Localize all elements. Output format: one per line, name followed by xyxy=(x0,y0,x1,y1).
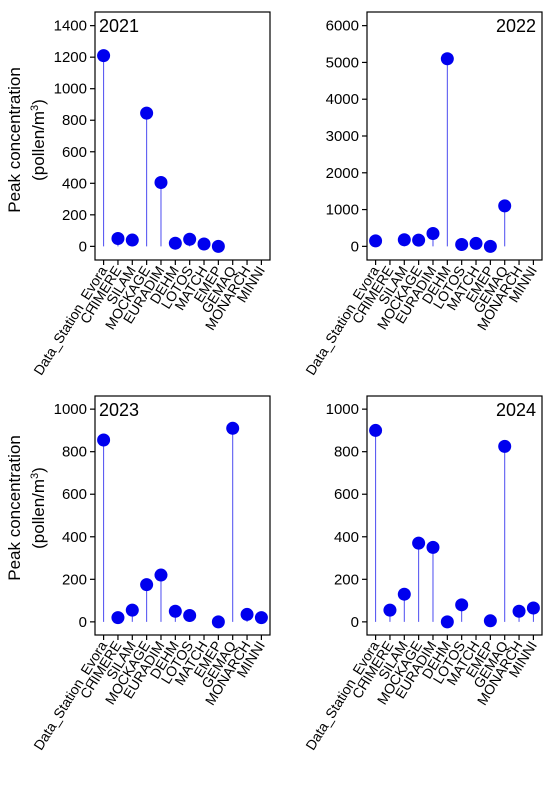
x-tick-label: Data_Station_Evora xyxy=(30,638,110,753)
data-point xyxy=(240,607,254,621)
data-point xyxy=(168,236,182,250)
y-tick-label: 3000 xyxy=(326,128,359,145)
plot-frame xyxy=(94,395,271,636)
y-tick-label: 1000 xyxy=(326,401,359,418)
data-point xyxy=(226,421,240,435)
data-point xyxy=(168,604,182,618)
y-tick-label: 400 xyxy=(62,529,87,546)
y-tick-label: 600 xyxy=(62,486,87,503)
data-point xyxy=(140,578,154,592)
x-tick-label: Data_Station_Evora xyxy=(302,638,382,753)
data-point xyxy=(183,232,197,246)
data-point xyxy=(183,608,197,622)
data-point xyxy=(125,603,139,617)
plot-frame xyxy=(94,11,271,261)
data-point xyxy=(383,603,397,617)
data-point xyxy=(483,614,497,628)
y-tick-label: 1000 xyxy=(54,81,87,98)
data-point xyxy=(97,433,111,447)
data-point xyxy=(154,568,168,582)
y-axis-label-top: Peak concentration (pollen/m3) xyxy=(5,67,48,213)
panel-title: 2022 xyxy=(496,16,536,36)
y-tick-label: 200 xyxy=(62,207,87,224)
chart-panel-2022: 0 1000 2000 3000 4000 5000 6000 Data_Station_Ev… xyxy=(302,11,543,378)
y-axis-label-bottom-line2: (pollen/m3) xyxy=(29,467,48,549)
y-tick-label: 400 xyxy=(334,529,359,546)
x-tick-label: Data_Station_Evora xyxy=(302,263,382,378)
panel-title: 2023 xyxy=(99,400,139,420)
data-point xyxy=(197,237,211,251)
data-point xyxy=(369,423,383,437)
data-point xyxy=(483,239,497,253)
y-tick-label: 1000 xyxy=(326,202,359,219)
panels: 0 200 400 600 800 1000 1200 1400 Data_Station_Ev… xyxy=(30,11,543,753)
data-point xyxy=(211,615,225,629)
data-point xyxy=(111,231,125,245)
data-point xyxy=(369,234,383,248)
chart-panel-2023: 02004006008001000Data_Station_EvoraCHIME… xyxy=(30,395,271,753)
plot-frame xyxy=(366,11,543,261)
y-tick-label: 6000 xyxy=(326,18,359,35)
y-tick-label: 600 xyxy=(62,144,87,161)
data-point xyxy=(125,233,139,247)
y-tick-label: 600 xyxy=(334,486,359,503)
y-tick-label: 0 xyxy=(351,614,359,631)
data-point xyxy=(140,106,154,120)
data-point xyxy=(498,439,512,453)
data-point xyxy=(469,236,483,250)
chart-panel-2024: 02004006008001000Data_Station_EvoraCHIME… xyxy=(302,395,543,753)
y-tick-label: 800 xyxy=(62,112,87,129)
chart-panel-2021: 0 200 400 600 800 1000 1200 1400 Data_Station_Ev… xyxy=(30,11,271,378)
y-tick-label: 0 xyxy=(79,238,87,255)
y-tick-label: 5000 xyxy=(326,54,359,71)
y-axis-label-top-line2: (pollen/m3) xyxy=(29,99,48,181)
y-axis-label-top-line1: Peak concentration xyxy=(5,67,24,213)
data-point xyxy=(498,199,512,213)
y-tick-label: 2000 xyxy=(326,165,359,182)
y-tick-label: 800 xyxy=(62,444,87,461)
plot-frame xyxy=(366,395,543,636)
y-tick-label: 1200 xyxy=(54,49,87,66)
y-tick-label: 1400 xyxy=(54,18,87,35)
panel-title: 2024 xyxy=(496,400,536,420)
data-point xyxy=(111,611,125,625)
y-tick-label: 4000 xyxy=(326,91,359,108)
data-point xyxy=(397,587,411,601)
data-point xyxy=(455,238,469,252)
data-point xyxy=(97,49,111,63)
data-point xyxy=(254,611,268,625)
y-tick-label: 1000 xyxy=(54,401,87,418)
data-point xyxy=(440,615,454,629)
data-point xyxy=(426,540,440,554)
data-point xyxy=(426,226,440,240)
data-point xyxy=(526,601,540,615)
data-point xyxy=(412,233,426,247)
panel-title: 2021 xyxy=(99,16,139,36)
x-tick-label: Data_Station_Evora xyxy=(30,263,110,378)
data-point xyxy=(154,176,168,190)
y-tick-label: 400 xyxy=(62,175,87,192)
y-tick-label: 200 xyxy=(62,571,87,588)
y-tick-label: 800 xyxy=(334,444,359,461)
data-point xyxy=(440,52,454,66)
y-tick-label: 0 xyxy=(79,614,87,631)
y-axis-label-bottom-line1: Peak concentration xyxy=(5,435,24,581)
y-tick-label: 200 xyxy=(334,571,359,588)
y-axis-label-bottom: Peak concentration (pollen/m3) xyxy=(5,435,48,581)
data-point xyxy=(397,233,411,247)
data-point xyxy=(412,536,426,550)
data-point xyxy=(512,604,526,618)
data-point xyxy=(211,239,225,253)
data-point xyxy=(455,598,469,612)
y-tick-label: 0 xyxy=(351,238,359,255)
